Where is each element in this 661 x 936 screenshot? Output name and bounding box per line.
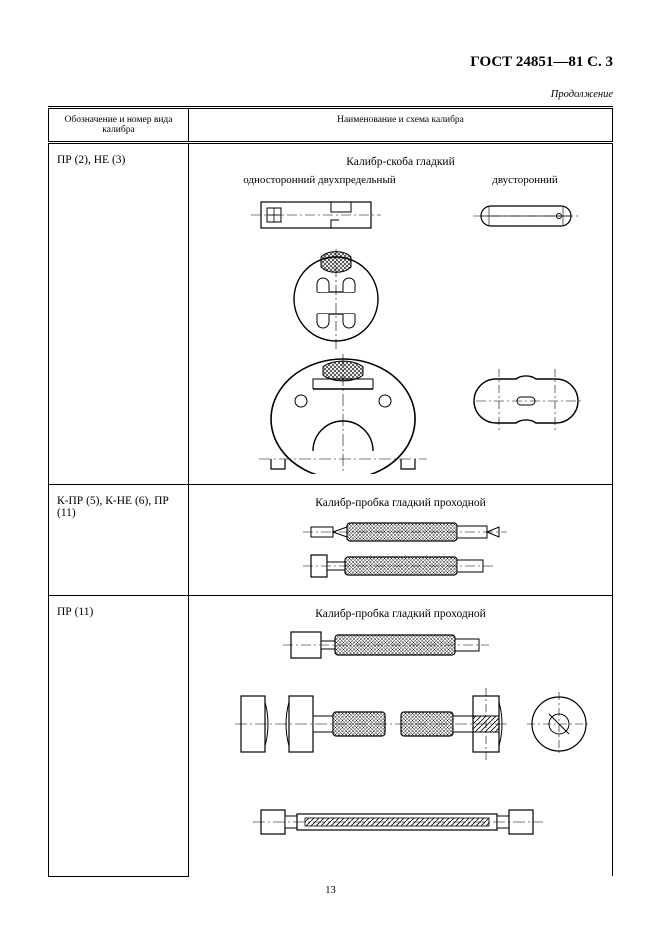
row-title: Калибр-пробка гладкий проходной [195,608,606,620]
designation-cell: ПР (11) [49,596,189,877]
standard-header: ГОСТ 24851—81 С. 3 [48,54,613,71]
diagram-row1 [195,194,606,474]
row-title: Калибр-пробка гладкий проходной [195,497,606,509]
table-row: ПР (2), НЕ (3) Калибр-скоба гладкий одно… [49,143,613,485]
schema-cell: Калибр-пробка гладкий проходной [189,596,613,877]
designation-cell: К-ПР (5), К-НЕ (6), ПР (11) [49,485,189,596]
page-number: 13 [48,885,613,896]
diagram-row2 [195,515,606,585]
sub-left-label: односторонний двухпредельный [243,174,395,186]
calibre-table: Обозначение и номер вида калибра Наимено… [48,106,613,877]
diagram-row3 [195,626,606,866]
row-title: Калибр-скоба гладкий [195,156,606,168]
schema-cell: Калибр-скоба гладкий односторонний двухп… [189,143,613,485]
table-row: ПР (11) Калибр-пробка гладкий проходной [49,596,613,877]
continuation-label: Продолжение [48,89,613,100]
col1-header: Обозначение и номер вида калибра [49,108,189,143]
plug-gauge-diagram [251,515,551,585]
table-row: К-ПР (5), К-НЕ (6), ПР (11) Калибр-пробк… [49,485,613,596]
plug-gauge-diagram-3 [211,626,591,866]
snap-gauge-diagram [201,194,601,474]
schema-cell: Калибр-пробка гладкий проходной [189,485,613,596]
designation-cell: ПР (2), НЕ (3) [49,143,189,485]
sub-right-label: двусторонний [492,174,558,186]
col2-header: Наименование и схема калибра [189,108,613,143]
